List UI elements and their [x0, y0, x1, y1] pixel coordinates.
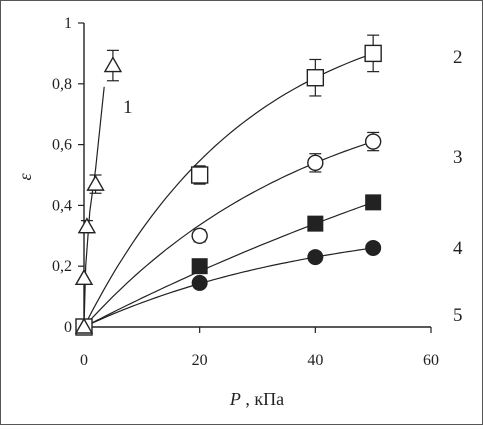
data-point-series-4 — [191, 258, 208, 275]
curve-label-2: 2 — [453, 47, 463, 68]
data-point-series-2 — [364, 44, 382, 63]
x-tick-label: 20 — [192, 352, 208, 369]
error-bars — [80, 34, 380, 243]
axes: 0 20 40 60 0 0,2 0,4 0,6 0,8 1 P , кПа ε — [15, 15, 439, 409]
curve-label-4: 4 — [453, 238, 463, 259]
y-tick-label: 0,4 — [52, 197, 72, 214]
curve-label-5: 5 — [453, 305, 463, 326]
fit-curves — [83, 52, 374, 328]
x-tick-label: 60 — [423, 352, 439, 369]
x-tick-label: 40 — [307, 352, 323, 369]
data-point-series-2 — [190, 166, 209, 184]
data-point-series-3 — [191, 227, 208, 245]
data-point-series-1 — [74, 317, 94, 334]
data-point-series-5 — [191, 274, 208, 291]
data-point-series-2 — [306, 69, 325, 87]
data-point-series-1 — [103, 56, 123, 73]
fit-curve-series-5 — [83, 247, 374, 328]
labels: 1 2 3 4 5 — [123, 47, 463, 326]
data-point-series-1 — [74, 268, 94, 286]
data-point-series-5 — [365, 239, 382, 256]
y-tick-label: 0,8 — [52, 76, 72, 93]
fit-curve-series-2 — [83, 52, 374, 328]
fit-curve-series-1 — [83, 86, 105, 328]
data-point-series-5 — [307, 249, 324, 266]
data-point-series-1 — [77, 217, 97, 234]
curve-label-3: 3 — [453, 147, 463, 168]
y-tick-label: 0,6 — [52, 137, 72, 154]
fit-curve-series-4 — [83, 201, 374, 328]
data-point-series-3 — [364, 133, 382, 150]
x-axis-title: P , кПа — [229, 389, 284, 409]
x-tick-label: 0 — [80, 352, 88, 369]
fit-curve-series-3 — [83, 141, 374, 328]
y-tick-label: 1 — [64, 15, 72, 32]
data-markers — [74, 44, 382, 336]
data-point-series-4 — [307, 215, 324, 232]
y-tick-label: 0 — [64, 319, 72, 336]
curve-label-1: 1 — [123, 97, 133, 118]
data-point-series-4 — [365, 194, 382, 211]
y-tick-label: 0,2 — [52, 258, 72, 275]
data-point-series-1 — [86, 174, 105, 191]
y-axis-title: ε — [15, 173, 35, 181]
data-point-series-3 — [307, 154, 324, 172]
